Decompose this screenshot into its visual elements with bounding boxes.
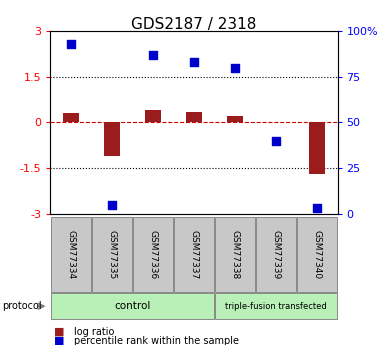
Text: log ratio: log ratio — [74, 327, 114, 337]
Text: percentile rank within the sample: percentile rank within the sample — [74, 336, 239, 345]
Text: GSM77335: GSM77335 — [107, 230, 116, 279]
Bar — [63, 114, 79, 122]
Text: protocol: protocol — [2, 301, 42, 311]
Text: GSM77338: GSM77338 — [230, 230, 239, 279]
Text: ■: ■ — [54, 327, 65, 337]
Point — [232, 65, 238, 70]
Text: GSM77334: GSM77334 — [66, 230, 75, 279]
Text: GSM77339: GSM77339 — [272, 230, 281, 279]
Point — [150, 52, 156, 58]
Bar — [227, 116, 243, 122]
Text: GSM77336: GSM77336 — [149, 230, 158, 279]
Text: GSM77337: GSM77337 — [189, 230, 199, 279]
Text: ■: ■ — [54, 336, 65, 345]
Text: triple-fusion transfected: triple-fusion transfected — [225, 302, 327, 311]
Bar — [145, 110, 161, 122]
Point — [109, 202, 115, 207]
Point — [68, 41, 74, 47]
Point — [191, 59, 197, 65]
Bar — [104, 122, 120, 156]
Text: GDS2187 / 2318: GDS2187 / 2318 — [131, 17, 257, 32]
Bar — [186, 112, 202, 122]
Text: GSM77340: GSM77340 — [313, 230, 322, 279]
Bar — [309, 122, 325, 174]
Point — [273, 138, 279, 144]
Point — [314, 206, 320, 211]
Text: control: control — [114, 301, 151, 311]
